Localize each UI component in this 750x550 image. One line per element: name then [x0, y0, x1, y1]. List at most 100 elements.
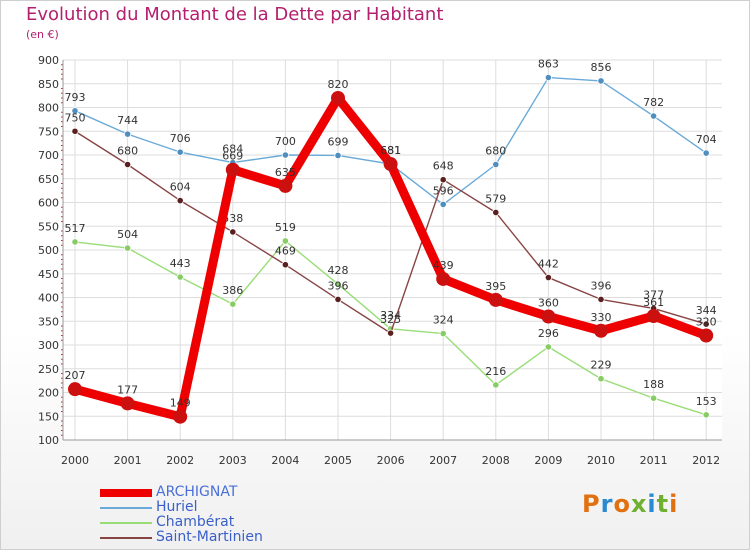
data-label-archignat: 439: [433, 259, 454, 272]
data-label-huriel: 856: [591, 61, 612, 74]
legend-swatch: [100, 521, 152, 524]
logo-letter: t: [656, 490, 670, 518]
y-tick-label: 450: [38, 268, 59, 281]
data-point-archignat: [68, 382, 82, 397]
data-point-huriel: [597, 77, 605, 85]
data-label-saint-martinien: 396: [328, 279, 349, 292]
legend-item-huriel: Huriel: [100, 500, 263, 515]
data-label-saint-martinien: 680: [117, 145, 138, 158]
y-tick-label: 850: [38, 78, 59, 91]
data-label-huriel: 684: [222, 143, 243, 156]
x-tick-label: 2011: [640, 454, 668, 467]
data-point-huriel: [71, 107, 79, 115]
x-tick-label: 2000: [61, 454, 89, 467]
data-label-chamberat: 443: [170, 257, 191, 270]
logo-letter: x: [630, 490, 648, 518]
data-point-archignat: [488, 292, 503, 307]
data-point-saint-martinien: [124, 160, 132, 169]
data-label-chamberat: 296: [538, 327, 559, 340]
legend-label: Saint-Martinien: [156, 529, 263, 545]
data-label-archignat: 635: [275, 166, 296, 179]
y-tick-label: 800: [38, 102, 59, 115]
data-label-archignat: 669: [222, 150, 243, 163]
chart-title: Evolution du Montant de la Dette par Hab…: [26, 4, 444, 25]
data-point-archignat: [594, 323, 608, 338]
data-label-chamberat: 229: [591, 359, 612, 372]
data-point-huriel: [176, 148, 184, 156]
data-label-huriel: 706: [170, 132, 191, 145]
x-tick-label: 2010: [587, 454, 615, 467]
data-point-huriel: [281, 151, 289, 159]
y-tick-label: 700: [38, 149, 59, 162]
data-point-saint-martinien: [439, 176, 447, 184]
data-point-chamberat: [597, 375, 605, 383]
data-point-archignat: [383, 157, 398, 172]
data-label-huriel: 744: [117, 114, 138, 127]
x-tick-label: 2006: [377, 454, 405, 467]
data-point-archignat: [173, 409, 188, 424]
data-label-saint-martinien: 396: [591, 279, 612, 292]
x-tick-label: 2004: [271, 454, 299, 467]
data-label-saint-martinien: 750: [65, 111, 86, 124]
data-label-archignat: 149: [170, 397, 191, 410]
y-tick-label: 150: [38, 410, 59, 423]
data-point-chamberat: [334, 280, 342, 288]
data-point-chamberat: [176, 273, 184, 281]
data-label-saint-martinien: 325: [380, 313, 401, 326]
x-tick-label: 2002: [166, 454, 194, 467]
data-label-archignat: 820: [328, 78, 349, 91]
y-tick-label: 750: [38, 125, 59, 138]
legend-item-archignat: ARCHIGNAT: [100, 485, 263, 500]
data-label-huriel: 793: [65, 91, 86, 104]
logo-letter: i: [647, 490, 657, 518]
data-point-archignat: [225, 162, 240, 177]
data-label-chamberat: 153: [696, 395, 717, 408]
data-label-saint-martinien: 344: [696, 304, 717, 317]
x-tick-label: 2007: [429, 454, 457, 467]
logo-letter: i: [669, 490, 679, 518]
data-label-huriel: 699: [328, 135, 349, 148]
data-label-chamberat: 216: [485, 365, 506, 378]
x-tick-label: 2009: [534, 454, 562, 467]
data-label-chamberat: 428: [328, 264, 349, 277]
y-tick-label: 500: [38, 244, 59, 257]
legend: ARCHIGNAT Huriel Chambérat Saint-Martinien: [100, 485, 263, 545]
logo-letter: P: [582, 490, 601, 518]
data-label-archignat: 361: [643, 296, 664, 309]
data-point-chamberat: [124, 244, 132, 252]
data-point-huriel: [649, 112, 658, 120]
data-label-chamberat: 386: [222, 284, 243, 297]
data-label-saint-martinien: 469: [275, 245, 296, 258]
data-point-saint-martinien: [597, 295, 605, 303]
y-tick-label: 300: [38, 339, 59, 352]
data-point-saint-martinien: [544, 273, 553, 282]
legend-swatch: [100, 488, 152, 497]
y-tick-label: 600: [38, 197, 59, 210]
data-label-huriel: 596: [433, 184, 454, 197]
legend-item-chamberat: Chambérat: [100, 515, 263, 530]
y-tick-label: 400: [38, 292, 59, 305]
data-point-archignat: [699, 328, 714, 343]
data-point-saint-martinien: [281, 261, 289, 269]
data-label-saint-martinien: 377: [643, 288, 664, 301]
legend-label: Chambérat: [156, 514, 235, 530]
data-point-archignat: [646, 309, 661, 324]
data-label-archignat: 207: [65, 369, 86, 382]
data-label-huriel: 782: [643, 96, 664, 109]
x-tick-label: 2005: [324, 454, 352, 467]
proxiti-logo[interactable]: Proxiti: [582, 490, 678, 518]
data-point-saint-martinien: [492, 208, 500, 217]
logo-letter: r: [600, 490, 614, 518]
data-label-archignat: 330: [591, 311, 612, 324]
legend-label: ARCHIGNAT: [156, 484, 238, 500]
data-point-archignat: [278, 178, 293, 193]
data-point-archignat: [120, 396, 135, 411]
x-tick-label: 2008: [482, 454, 510, 467]
data-label-huriel: 704: [696, 133, 717, 146]
logo-letter: o: [613, 490, 631, 518]
x-tick-label: 2012: [692, 454, 720, 467]
data-point-saint-martinien: [71, 127, 79, 135]
data-point-huriel: [544, 73, 553, 82]
chart-subtitle: (en €): [26, 28, 59, 41]
